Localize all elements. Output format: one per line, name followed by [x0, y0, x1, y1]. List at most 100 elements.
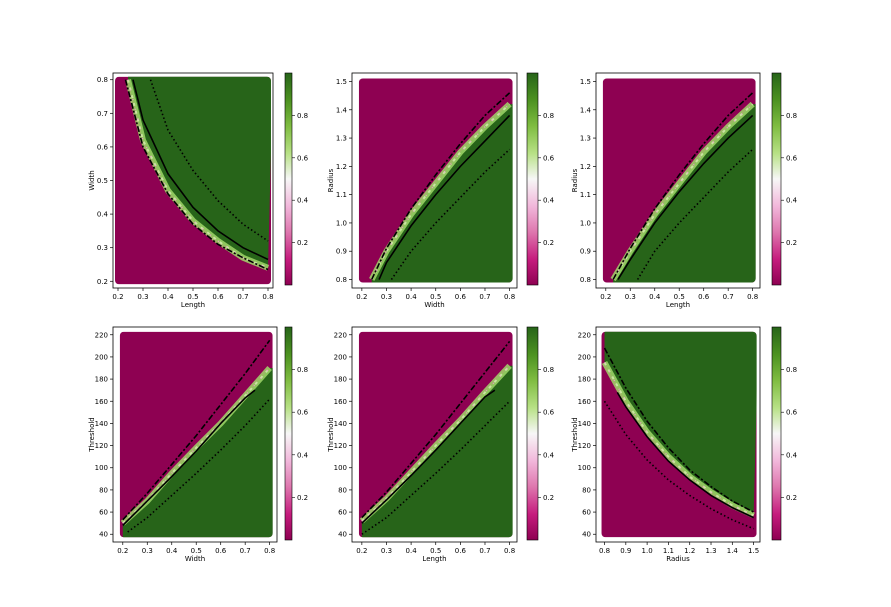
colorbar-tick-label: 0.6: [297, 154, 309, 162]
colorbar: 0.2 0.4 0.6 0.8: [771, 326, 798, 541]
y-tick-label: 0.5: [97, 177, 108, 185]
curve-dashdot: [603, 347, 754, 513]
y-tick-label: 120: [334, 442, 347, 450]
x-tick-label: 1.3: [705, 547, 716, 555]
y-tick-label: 80: [99, 486, 108, 494]
x-tick-label: 0.3: [142, 547, 153, 555]
y-tick-label: 160: [334, 398, 347, 406]
colorbar: 0.2 0.4 0.6 0.8: [526, 326, 555, 541]
y-tick-label: 1.5: [580, 78, 591, 86]
x-tick-label: 1.5: [748, 547, 759, 555]
y-tick-label: 1.1: [580, 191, 591, 199]
heatmap-region: [358, 331, 513, 538]
colorbar-tick-label: 0.2: [786, 494, 797, 502]
x-tick-label: 0.7: [723, 293, 734, 301]
x-tick-label: 0.4: [649, 293, 661, 301]
x-tick-label: 0.8: [504, 547, 515, 555]
colorbar-tick-label: 0.8: [297, 112, 308, 120]
x-tick-label: 0.4: [406, 293, 418, 301]
y-tick-label: 180: [578, 376, 591, 384]
colorbar-tick-label: 0.6: [543, 154, 555, 162]
y-axis-label: Threshold: [571, 417, 579, 453]
x-tick-label: 0.3: [625, 293, 636, 301]
y-axis-label: Width: [88, 170, 96, 190]
x-tick-label: 0.4: [166, 547, 178, 555]
colorbar-tick-label: 0.2: [297, 239, 308, 247]
colorbar-tick-label: 0.6: [543, 409, 555, 417]
colorbar: 0.2 0.4 0.6 0.8: [284, 72, 309, 286]
high-probability-region: [128, 76, 271, 268]
y-tick-label: 220: [95, 331, 108, 339]
colorbar-tick-label: 0.8: [786, 112, 797, 120]
x-tick-label: 0.4: [406, 547, 418, 555]
y-tick-label: 220: [334, 331, 347, 339]
colorbar-tick-label: 0.6: [786, 154, 798, 162]
curve-solid: [122, 389, 256, 526]
y-tick-label: 40: [338, 531, 347, 539]
high-probability-region: [122, 368, 273, 538]
y-tick-label: 60: [338, 509, 347, 517]
axes-frame: [595, 326, 761, 543]
y-tick-label: 1.4: [336, 106, 348, 114]
y-tick-label: 1.3: [580, 135, 591, 143]
x-tick-label: 0.2: [356, 293, 367, 301]
colorbar-tick-label: 0.2: [543, 239, 554, 247]
y-tick-label: 160: [578, 398, 591, 406]
y-tick-label: 1.2: [580, 163, 591, 171]
y-tick-label: 0.8: [580, 276, 591, 284]
colorbar-tick-label: 0.6: [297, 409, 309, 417]
curve-dotted: [636, 148, 754, 280]
x-tick-label: 0.7: [479, 547, 490, 555]
x-tick-label: 1.1: [663, 547, 674, 555]
colorbar-tick-label: 0.8: [297, 366, 308, 374]
curve-dotted: [390, 148, 511, 280]
y-tick-label: 60: [582, 509, 591, 517]
colorbar-gradient: [284, 326, 293, 541]
y-axis-label: Radius: [571, 168, 579, 192]
curve-dashdot: [124, 79, 269, 271]
axes-frame: [595, 72, 761, 289]
curve-solid: [378, 114, 511, 280]
curve-dotted: [149, 79, 269, 242]
transition-speckle-pink: [371, 103, 511, 280]
y-tick-label: 80: [582, 486, 591, 494]
curve-dotted: [127, 398, 271, 533]
y-tick-label: 0.4: [97, 211, 109, 219]
axes-frame: [112, 326, 278, 543]
y-tick-label: 0.7: [97, 110, 108, 118]
x-tick-label: 0.3: [381, 547, 392, 555]
transition-speckle-pink: [127, 79, 269, 269]
high-probability-region: [361, 365, 513, 538]
chart-panel-4: 0.2 0.3 0.4 0.5 0.6 0.7 0.8 40 60 80 100 120 140 160 1…: [88, 326, 309, 563]
y-tick-label: 0.6: [97, 143, 109, 151]
high-probability-region: [604, 331, 757, 516]
y-tick-label: 1.0: [580, 219, 591, 227]
y-tick-label: 180: [95, 376, 108, 384]
y-tick-label: 100: [95, 464, 108, 472]
heatmap-region: [115, 76, 271, 285]
x-tick-label: 0.3: [137, 293, 148, 301]
heatmap-region: [601, 331, 757, 538]
x-tick-label: 0.7: [240, 547, 251, 555]
colorbar: 0.2 0.4 0.6 0.8: [526, 72, 555, 286]
curve-solid: [132, 79, 269, 261]
colorbar-gradient: [526, 326, 539, 541]
axes-frame: [351, 326, 518, 543]
colorbar-gradient: [771, 326, 782, 541]
y-tick-label: 120: [95, 442, 108, 450]
x-tick-label: 0.9: [620, 547, 631, 555]
y-tick-label: 200: [578, 353, 591, 361]
y-tick-label: 140: [578, 420, 591, 428]
colorbar-tick-label: 0.4: [297, 451, 309, 459]
colorbar-tick-label: 0.4: [543, 197, 555, 205]
x-tick-label: 0.8: [747, 293, 758, 301]
high-probability-region: [371, 104, 513, 283]
x-tick-label: 0.6: [455, 547, 467, 555]
x-tick-label: 0.3: [381, 293, 392, 301]
y-tick-label: 100: [334, 464, 347, 472]
axes-frame: [351, 72, 518, 289]
heatmap-region: [358, 78, 513, 283]
curve-dashdot: [370, 92, 511, 280]
x-tick-label: 0.5: [674, 293, 685, 301]
colorbar-gradient: [526, 72, 539, 286]
